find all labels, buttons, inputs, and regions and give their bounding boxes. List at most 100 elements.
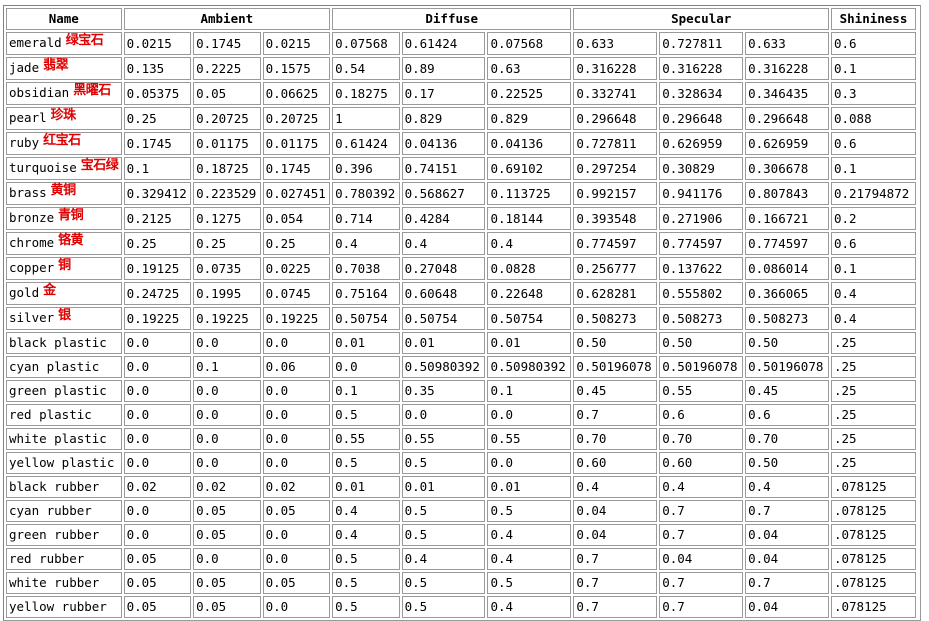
table-row: yellow plastic 0.0 0.0 0.0 0.5 0.5 0.0 0.60 0.60… <box>6 452 916 474</box>
ambient-value-cell: 0.02 <box>123 476 192 498</box>
material-name-cell: pearl 珍珠 <box>6 107 122 130</box>
diffuse-value-cell: 0.7038 <box>332 257 400 280</box>
specular-value-cell: 0.393548 <box>573 207 658 230</box>
ambient-value-cell: 0.25 <box>123 107 192 130</box>
ambient-value-cell: 0.02 <box>193 476 261 498</box>
specular-value-cell: 0.55 <box>659 380 744 402</box>
specular-value-cell: 0.807843 <box>745 182 829 205</box>
diffuse-value-cell: 0.55 <box>332 428 400 450</box>
specular-value-cell: 0.774597 <box>573 232 658 255</box>
specular-value-cell: 0.508273 <box>573 307 658 330</box>
ambient-value-cell: 0.0 <box>262 524 331 546</box>
shininess-value-cell: 0.4 <box>830 282 916 305</box>
diffuse-value-cell: 0.50980392 <box>487 356 572 378</box>
ambient-value-cell: 0.0 <box>123 452 192 474</box>
material-name: pearl <box>9 110 47 125</box>
table-row: brass 黄铜 0.329412 0.223529 0.027451 0.780392 0… <box>6 182 916 205</box>
specular-value-cell: 0.60 <box>659 452 744 474</box>
ambient-value-cell: 0.06625 <box>262 82 331 105</box>
diffuse-value-cell: 0.5 <box>401 452 486 474</box>
diffuse-value-cell: 0.780392 <box>332 182 400 205</box>
material-name-cell: silver 银 <box>6 307 122 330</box>
material-name-cell: cyan plastic <box>6 356 122 378</box>
ambient-value-cell: 0.0 <box>123 428 192 450</box>
specular-value-cell: 0.086014 <box>745 257 829 280</box>
table-row: cyan plastic 0.0 0.1 0.06 0.0 0.50980392 0.509… <box>6 356 916 378</box>
specular-value-cell: 0.137622 <box>659 257 744 280</box>
specular-value-cell: 0.328634 <box>659 82 744 105</box>
ambient-value-cell: 0.0 <box>193 332 261 354</box>
ambient-value-cell: 0.05 <box>193 500 261 522</box>
diffuse-value-cell: 0.5 <box>332 572 400 594</box>
diffuse-value-cell: 0.5 <box>401 572 486 594</box>
ambient-value-cell: 0.0 <box>123 500 192 522</box>
diffuse-value-cell: 0.113725 <box>487 182 572 205</box>
diffuse-value-cell: 0.4 <box>332 524 400 546</box>
diffuse-value-cell: 0.69102 <box>487 157 572 180</box>
ambient-value-cell: 0.1745 <box>193 32 261 55</box>
material-name: ruby <box>9 135 40 150</box>
specular-value-cell: 0.296648 <box>573 107 658 130</box>
specular-value-cell: 0.727811 <box>573 132 658 155</box>
ambient-value-cell: 0.0 <box>123 524 192 546</box>
ambient-value-cell: 0.0 <box>262 428 331 450</box>
material-name-cell: white rubber <box>6 572 122 594</box>
shininess-value-cell: 0.4 <box>830 307 916 330</box>
specular-value-cell: 0.04 <box>745 596 829 618</box>
material-name-cell: bronze 青铜 <box>6 207 122 230</box>
diffuse-value-cell: 0.4 <box>487 596 572 618</box>
shininess-value-cell: 0.3 <box>830 82 916 105</box>
specular-value-cell: 0.7 <box>573 572 658 594</box>
ambient-value-cell: 0.1745 <box>262 157 331 180</box>
specular-value-cell: 0.04 <box>573 524 658 546</box>
ambient-value-cell: 0.2125 <box>123 207 192 230</box>
ambient-value-cell: 0.0 <box>193 404 261 426</box>
specular-value-cell: 0.271906 <box>659 207 744 230</box>
table-row: ruby 红宝石 0.1745 0.01175 0.01175 0.61424 0.0413… <box>6 132 916 155</box>
diffuse-value-cell: 0.27048 <box>401 257 486 280</box>
table-row: cyan rubber 0.0 0.05 0.05 0.4 0.5 0.5 0.04 0.7 0.… <box>6 500 916 522</box>
diffuse-value-cell: 0.22648 <box>487 282 572 305</box>
header-specular: Specular <box>573 8 829 30</box>
material-name-cell: copper 铜 <box>6 257 122 280</box>
material-chinese-annotation: 宝石绿 <box>80 158 119 173</box>
ambient-value-cell: 0.25 <box>193 232 261 255</box>
table-row: white plastic 0.0 0.0 0.0 0.55 0.55 0.55 0.70 0.… <box>6 428 916 450</box>
diffuse-value-cell: 0.75164 <box>332 282 400 305</box>
diffuse-value-cell: 0.4 <box>401 548 486 570</box>
specular-value-cell: 0.555802 <box>659 282 744 305</box>
specular-value-cell: 0.50 <box>659 332 744 354</box>
header-diffuse: Diffuse <box>332 8 572 30</box>
shininess-value-cell: 0.088 <box>830 107 916 130</box>
shininess-value-cell: .25 <box>830 380 916 402</box>
ambient-value-cell: 0.135 <box>123 57 192 80</box>
ambient-value-cell: 0.0 <box>262 548 331 570</box>
ambient-value-cell: 0.05375 <box>123 82 192 105</box>
specular-value-cell: 0.7 <box>745 500 829 522</box>
diffuse-value-cell: 0.18275 <box>332 82 400 105</box>
material-name: yellow plastic <box>9 455 115 470</box>
material-name-cell: turquoise 宝石绿 <box>6 157 122 180</box>
ambient-value-cell: 0.0 <box>193 380 261 402</box>
specular-value-cell: 0.727811 <box>659 32 744 55</box>
diffuse-value-cell: 0.5 <box>487 500 572 522</box>
table-row: chrome 铬黄 0.25 0.25 0.25 0.4 0.4 0.4 0.774597 0.7… <box>6 232 916 255</box>
diffuse-value-cell: 0.74151 <box>401 157 486 180</box>
shininess-value-cell: 0.1 <box>830 257 916 280</box>
material-name: silver <box>9 310 55 325</box>
diffuse-value-cell: 0.829 <box>487 107 572 130</box>
table-row: green plastic 0.0 0.0 0.0 0.1 0.35 0.1 0.45 0.55… <box>6 380 916 402</box>
material-name: red plastic <box>9 407 92 422</box>
table-row: jade 翡翠 0.135 0.2225 0.1575 0.54 0.89 0.63 0.316… <box>6 57 916 80</box>
specular-value-cell: 0.6 <box>659 404 744 426</box>
ambient-value-cell: 0.1 <box>123 157 192 180</box>
specular-value-cell: 0.316228 <box>659 57 744 80</box>
specular-value-cell: 0.4 <box>659 476 744 498</box>
specular-value-cell: 0.346435 <box>745 82 829 105</box>
material-chinese-annotation: 红宝石 <box>43 133 81 148</box>
diffuse-value-cell: 0.0 <box>487 452 572 474</box>
shininess-value-cell: .078125 <box>830 548 916 570</box>
ambient-value-cell: 0.0 <box>123 404 192 426</box>
specular-value-cell: 0.04 <box>659 548 744 570</box>
header-ambient: Ambient <box>123 8 331 30</box>
